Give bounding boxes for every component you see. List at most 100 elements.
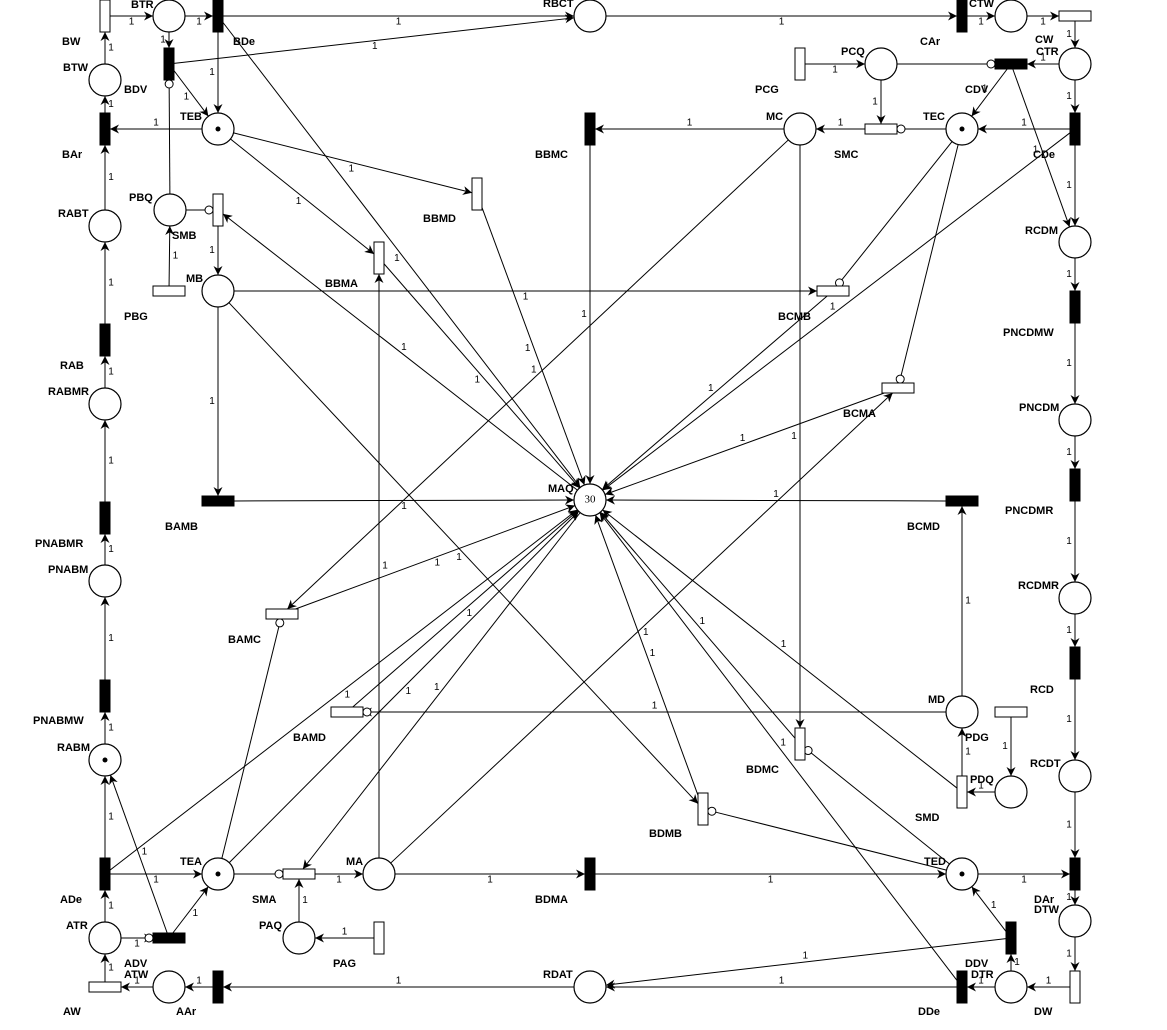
arc <box>481 207 586 486</box>
place <box>88 209 122 243</box>
arc-weight: 1 <box>652 701 658 712</box>
arc-weight: 1 <box>650 648 656 659</box>
arc-weight: 1 <box>108 544 114 555</box>
arc-weight: 1 <box>134 976 140 987</box>
place-label: DTR <box>971 969 994 981</box>
transition-label: RCD <box>1030 684 1054 696</box>
arc <box>383 263 580 489</box>
arc-weight: 1 <box>108 963 114 974</box>
arc-weight: 1 <box>129 17 135 28</box>
arc-weight: 1 <box>184 92 190 103</box>
inhibitor-head <box>896 124 906 134</box>
arc <box>594 514 699 796</box>
arc <box>302 512 581 870</box>
token <box>959 871 965 877</box>
arc-weight: 1 <box>1046 976 1052 987</box>
immediate-transition <box>794 47 806 81</box>
arc-weight: 1 <box>193 908 199 919</box>
place-label: RABM <box>57 742 90 754</box>
arc-weight: 1 <box>781 639 787 650</box>
arcs: 1 1 1 1 1 11111111111111111111111111111111111… <box>100 11 1080 992</box>
timed-transition <box>212 970 224 1004</box>
arc <box>228 302 699 805</box>
arc <box>1012 68 1071 228</box>
timed-transition <box>99 679 111 713</box>
arc-weight: 1 <box>531 365 537 376</box>
transition-label: CDe <box>1033 149 1055 161</box>
arc-weight: 1 <box>643 627 649 638</box>
arc-weight: 1 <box>978 17 984 28</box>
place-label: PBQ <box>129 192 153 204</box>
arc <box>605 495 947 505</box>
arc <box>599 512 958 981</box>
arc-weight: 1 <box>991 900 997 911</box>
arc-weight: 1 <box>740 433 746 444</box>
token <box>215 871 221 877</box>
token <box>215 126 221 132</box>
place <box>88 63 122 97</box>
timed-transition <box>584 857 596 891</box>
place <box>783 112 817 146</box>
immediate-transition <box>330 706 364 718</box>
inhibitor-arc <box>168 87 171 195</box>
immediate-transition <box>471 177 483 211</box>
place-label: PCQ <box>841 46 865 58</box>
immediate-transition <box>373 921 385 955</box>
arc-weight: 1 <box>965 596 971 607</box>
inhibitor-arc <box>810 752 950 865</box>
place-label: PNCDM <box>1019 402 1059 414</box>
timed-transition <box>152 932 186 944</box>
arc-weight: 1 <box>401 342 407 353</box>
place-label: ATR <box>66 920 88 932</box>
place-label: RCDM <box>1025 225 1058 237</box>
transition-label: PCG <box>755 84 779 96</box>
transition-label: CAr <box>920 36 941 48</box>
place <box>282 921 316 955</box>
immediate-transition <box>99 0 111 33</box>
transition-label: PNABMR <box>35 538 83 550</box>
transition-label: PBG <box>124 311 148 323</box>
timed-transition <box>163 47 175 81</box>
arc-weight: 1 <box>173 251 179 262</box>
transition-label: DW <box>1034 1006 1053 1018</box>
inhibitor-head <box>144 933 154 943</box>
arc-weight: 1 <box>209 396 215 407</box>
arc-weight: 1 <box>342 927 348 938</box>
place <box>994 970 1028 1004</box>
place-label: CTR <box>1036 46 1059 58</box>
place <box>945 695 979 729</box>
place <box>201 274 235 308</box>
transition-label: AW <box>63 1006 81 1018</box>
place-label: RABT <box>58 208 89 220</box>
transition-label: SMA <box>252 894 277 906</box>
arc-weight: 1 <box>832 65 838 76</box>
immediate-transition <box>282 868 316 880</box>
timed-transition <box>99 857 111 891</box>
arc <box>601 295 828 490</box>
arc-weight: 1 <box>108 278 114 289</box>
arc <box>233 495 575 505</box>
arc <box>602 509 958 789</box>
arc-weight: 1 <box>336 875 342 886</box>
transition-label: BBMA <box>325 278 358 290</box>
arc-weight: 1 <box>196 17 202 28</box>
arc-weight: 1 <box>372 41 378 52</box>
inhibitor-arc <box>715 811 947 871</box>
place <box>88 387 122 421</box>
transition-label: BBMD <box>423 213 456 225</box>
transition-label: PNCDMW <box>1003 327 1054 339</box>
arc-weight: 1 <box>773 489 779 500</box>
transition-label: DAr <box>1034 894 1055 906</box>
arc-weight: 1 <box>394 253 400 264</box>
inhibitor-arc <box>900 144 959 376</box>
inhibitor-head <box>204 205 214 215</box>
place <box>153 193 187 227</box>
immediate-transition <box>1058 10 1092 22</box>
place-label: RBCT <box>543 0 574 10</box>
arc <box>295 504 576 610</box>
place-label: MD <box>928 694 945 706</box>
transition-label: BDMA <box>535 894 568 906</box>
arc <box>109 774 168 934</box>
immediate-transition <box>697 792 709 826</box>
